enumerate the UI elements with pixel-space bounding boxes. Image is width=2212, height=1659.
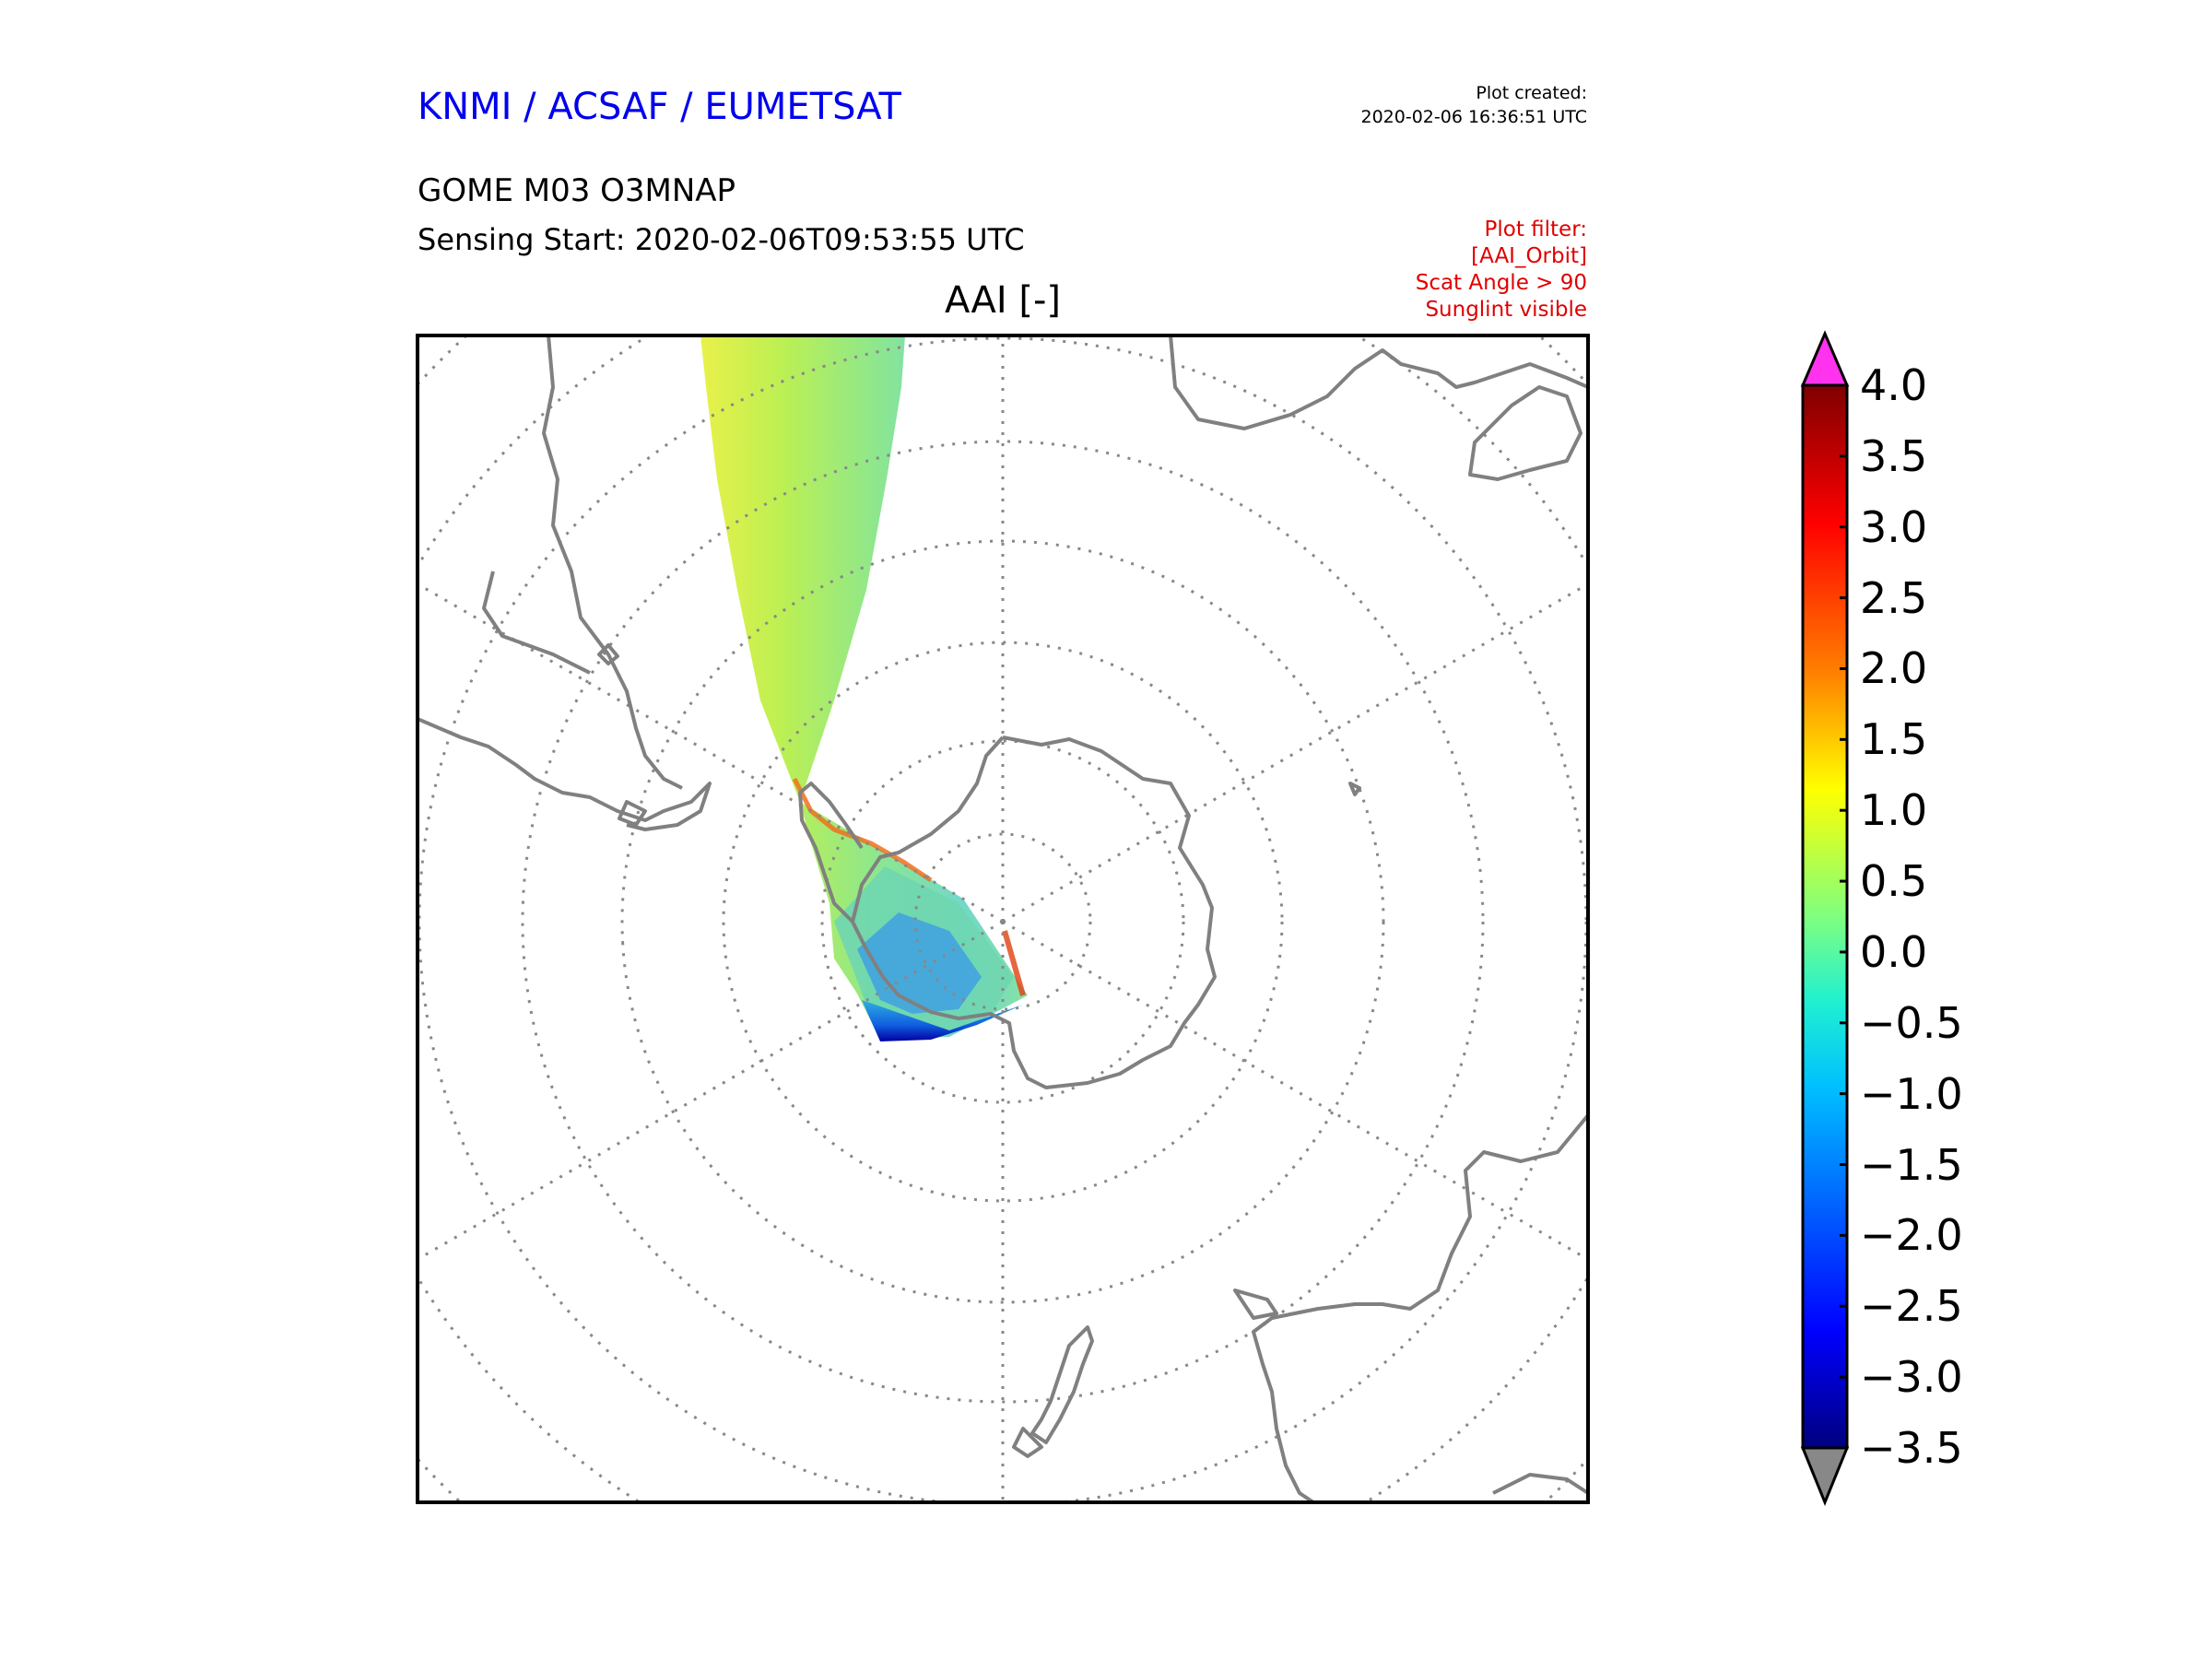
sensing-start: Sensing Start: 2020-02-06T09:53:55 UTC — [418, 222, 1025, 257]
agency-title: KNMI / ACSAF / EUMETSAT — [418, 86, 901, 128]
aai-swath-red-edge — [1002, 930, 1026, 996]
new-zealand — [1030, 1325, 1094, 1444]
filter-line: [AAI_Orbit] — [1471, 244, 1587, 268]
colorbar-tick-label: 0.0 — [1860, 926, 1928, 977]
filter-line: Sunglint visible — [1425, 298, 1587, 322]
swath — [700, 335, 1028, 1041]
colorbar-gradient — [1801, 383, 1849, 1450]
south-america-coast — [418, 717, 712, 831]
aai-swath-blue-patch — [857, 912, 982, 1014]
falklands — [618, 800, 647, 827]
plot-created-time: 2020-02-06 16:36:51 UTC — [1360, 107, 1588, 127]
coastlines — [418, 335, 1588, 1502]
aai-swath-edge — [862, 1000, 1023, 1041]
new-zealand-south — [1012, 1427, 1043, 1458]
south-america-inlet — [482, 571, 591, 675]
colorbar-tick-label: 3.0 — [1860, 501, 1928, 552]
colorbar-tick-label: −1.0 — [1860, 1068, 1963, 1119]
product-name: GOME M03 O3MNAP — [418, 172, 736, 209]
colorbar-tick-label: 2.0 — [1860, 643, 1928, 694]
australia-coast — [1252, 1113, 1588, 1502]
colorbar-tick-label: −0.5 — [1860, 997, 1963, 1048]
colorbar-tick-label: 4.0 — [1860, 360, 1928, 410]
colorbar-tick-label: −3.0 — [1860, 1352, 1963, 1403]
africa-coast — [1169, 335, 1588, 430]
colorbar-tick-label: −3.5 — [1860, 1423, 1963, 1473]
colorbar-tick-label: 1.5 — [1860, 714, 1928, 765]
antarctic-peninsula — [798, 782, 864, 924]
aai-swath — [700, 335, 1028, 1040]
tasmania — [1233, 1288, 1278, 1320]
madagascar — [1468, 385, 1583, 481]
colorbar-tick-label: 2.5 — [1860, 572, 1928, 623]
plot-created-label: Plot created: — [1476, 83, 1587, 103]
colorbar-tick-label: 0.5 — [1860, 856, 1928, 907]
island-sw — [597, 643, 619, 665]
new-guinea-edge — [1492, 1473, 1588, 1495]
filter-line: Scat Angle > 90 — [1415, 271, 1587, 295]
colorbar-tick-label: −2.0 — [1860, 1210, 1963, 1261]
map-frame — [416, 334, 1590, 1504]
colorbar-tick-label: 3.5 — [1860, 430, 1928, 481]
colorbar-ticks — [1840, 383, 1847, 1450]
filter-line: Plot filter: — [1484, 218, 1587, 241]
south-america-west — [542, 335, 683, 790]
colorbar-tick-label: −2.5 — [1860, 1281, 1963, 1332]
colorbar-tick-label: −1.5 — [1860, 1139, 1963, 1190]
colorbar-tick-label: 1.0 — [1860, 785, 1928, 836]
map-title: AAI [-] — [945, 279, 1061, 322]
kerguelen — [1348, 782, 1361, 796]
colorbar-over-arrow — [1800, 330, 1850, 387]
plot-filter: Plot filter: [AAI_Orbit] Scat Angle > 90… — [1416, 217, 1587, 324]
colorbar-under-arrow — [1800, 1446, 1850, 1506]
antarctica-coast — [851, 735, 1217, 1089]
